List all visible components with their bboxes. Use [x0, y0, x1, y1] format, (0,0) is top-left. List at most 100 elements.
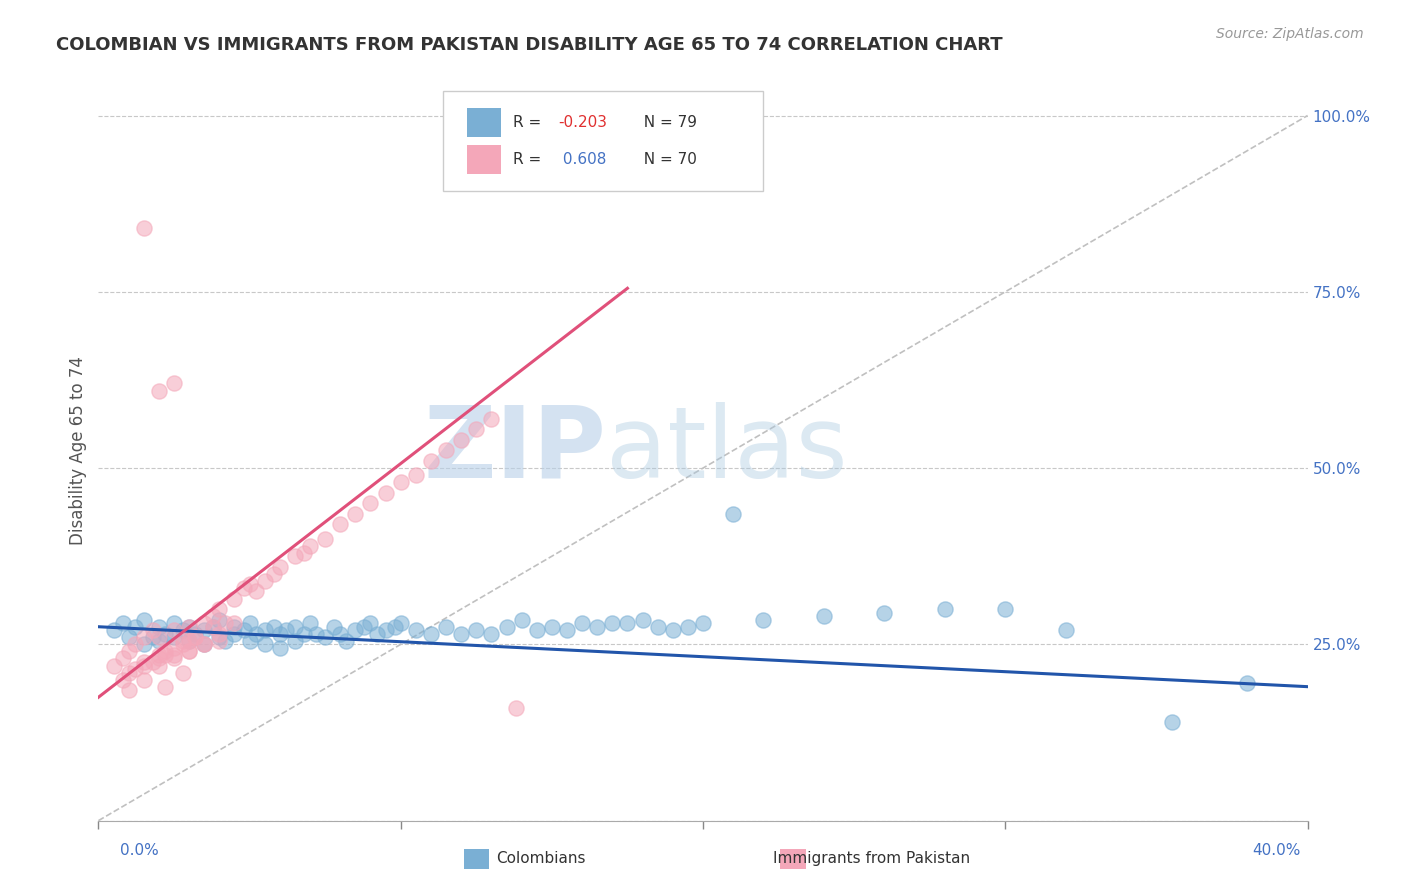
Point	[214, 633, 236, 648]
Point	[214, 616, 236, 631]
Point	[586, 620, 609, 634]
Point	[224, 620, 246, 634]
Point	[239, 616, 262, 631]
Point	[245, 584, 267, 599]
Point	[752, 613, 775, 627]
Point	[405, 468, 427, 483]
Point	[224, 627, 246, 641]
Text: R =: R =	[513, 115, 547, 130]
Point	[314, 630, 336, 644]
Point	[148, 651, 170, 665]
Point	[163, 651, 186, 665]
Point	[184, 630, 207, 644]
Point	[1236, 676, 1258, 690]
Point	[148, 384, 170, 398]
Point	[994, 602, 1017, 616]
Point	[163, 624, 186, 638]
Point	[299, 616, 322, 631]
Point	[335, 633, 357, 648]
Point	[510, 613, 533, 627]
Point	[405, 624, 427, 638]
Point	[208, 613, 231, 627]
Point	[202, 620, 225, 634]
Point	[179, 633, 201, 648]
Point	[118, 683, 141, 698]
Point	[661, 624, 683, 638]
Point	[179, 644, 201, 658]
Text: Immigrants from Pakistan: Immigrants from Pakistan	[773, 851, 970, 865]
Point	[526, 624, 548, 638]
Point	[873, 606, 896, 620]
Point	[202, 620, 225, 634]
Point	[232, 624, 254, 638]
Text: -0.203: -0.203	[558, 115, 607, 130]
Point	[148, 633, 170, 648]
FancyBboxPatch shape	[467, 145, 501, 174]
Point	[284, 633, 307, 648]
Point	[647, 620, 669, 634]
Point	[465, 422, 488, 436]
Point	[263, 566, 285, 581]
Point	[540, 620, 562, 634]
Point	[142, 655, 165, 669]
Point	[163, 376, 186, 391]
Point	[172, 637, 194, 651]
Point	[353, 620, 375, 634]
Point	[505, 701, 527, 715]
Text: N = 79: N = 79	[634, 115, 697, 130]
Point	[142, 624, 165, 638]
Point	[389, 475, 412, 490]
Point	[232, 581, 254, 595]
Text: N = 70: N = 70	[634, 152, 697, 167]
Point	[450, 627, 472, 641]
Point	[269, 627, 291, 641]
Point	[813, 609, 835, 624]
Point	[360, 616, 382, 631]
Point	[676, 620, 699, 634]
Point	[118, 665, 141, 680]
Point	[344, 624, 367, 638]
Point	[163, 630, 186, 644]
Point	[179, 620, 201, 634]
Point	[263, 620, 285, 634]
Text: COLOMBIAN VS IMMIGRANTS FROM PAKISTAN DISABILITY AGE 65 TO 74 CORRELATION CHART: COLOMBIAN VS IMMIGRANTS FROM PAKISTAN DI…	[56, 36, 1002, 54]
Point	[269, 640, 291, 655]
Point	[148, 658, 170, 673]
Point	[118, 644, 141, 658]
Point	[934, 602, 956, 616]
Text: 0.0%: 0.0%	[120, 843, 159, 858]
Point	[434, 443, 457, 458]
Point	[193, 624, 215, 638]
Text: 40.0%: 40.0%	[1253, 843, 1301, 858]
Point	[208, 602, 231, 616]
Point	[384, 620, 406, 634]
Point	[389, 616, 412, 631]
Point	[132, 221, 155, 235]
Point	[172, 624, 194, 638]
Point	[631, 613, 654, 627]
Point	[360, 496, 382, 510]
Point	[163, 616, 186, 631]
Point	[193, 616, 215, 631]
Point	[1054, 624, 1077, 638]
Y-axis label: Disability Age 65 to 74: Disability Age 65 to 74	[69, 356, 87, 545]
Text: R =: R =	[513, 152, 547, 167]
Point	[111, 673, 134, 687]
Point	[208, 627, 231, 641]
Point	[450, 433, 472, 447]
Point	[329, 627, 352, 641]
Point	[495, 620, 517, 634]
Point	[374, 485, 396, 500]
Point	[111, 616, 134, 631]
Point	[481, 411, 503, 425]
Point	[184, 630, 207, 644]
Point	[148, 620, 170, 634]
Point	[148, 648, 170, 662]
Point	[314, 532, 336, 546]
Point	[193, 637, 215, 651]
Point	[253, 624, 276, 638]
Point	[366, 627, 388, 641]
Point	[284, 549, 307, 564]
Point	[208, 633, 231, 648]
Point	[202, 609, 225, 624]
